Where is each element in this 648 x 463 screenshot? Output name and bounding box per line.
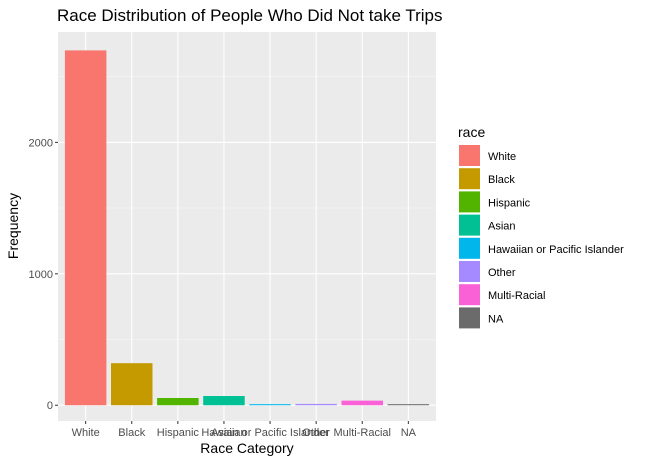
grid-minor [58, 76, 436, 340]
legend-swatch [459, 237, 480, 259]
grid-major [58, 32, 436, 421]
y-tick-label: 2000 [29, 137, 53, 149]
legend-label: Multi-Racial [488, 290, 545, 302]
y-axis-ticks: 0 1000 2000 [29, 137, 58, 412]
y-axis-title: Frequency [5, 193, 21, 259]
bar-hawaiian [203, 396, 245, 406]
x-tick-label: NA [401, 427, 417, 439]
legend-label: Other [488, 267, 516, 279]
y-tick-label: 0 [47, 400, 53, 412]
x-tick-label: Hawaiian [201, 427, 246, 439]
x-axis-title: Race Category [200, 440, 293, 456]
bar-white [64, 50, 107, 406]
legend-swatch [459, 191, 480, 213]
legend-swatch [459, 214, 480, 236]
legend-label: Hispanic [488, 197, 531, 209]
legend: race White Black Hispanic Asian Hawaiian or … [458, 124, 624, 329]
chart-title: Race Distribution of People Who Did Not … [57, 6, 443, 25]
bar-na [387, 404, 430, 406]
legend-items: White Black Hispanic Asian Hawaiian or Pacif… [459, 145, 624, 329]
legend-swatch [459, 307, 480, 329]
bar-hispanic [157, 398, 199, 406]
bar-other [295, 403, 337, 406]
x-tick-label: Asian or Pacific Islander [211, 427, 329, 439]
plot-panel [58, 32, 436, 421]
legend-label: NA [488, 313, 504, 325]
bar-multi-racial [341, 400, 383, 406]
bars [64, 50, 430, 406]
x-tick-label: Multi-Racial [334, 427, 391, 439]
x-tick-label: Hispanic [157, 427, 200, 439]
bar-black [111, 363, 153, 406]
legend-swatch [459, 284, 480, 306]
x-tick-label: Other [302, 427, 330, 439]
legend-swatch [459, 168, 480, 190]
bar-asian-or-pacific-islander [249, 404, 291, 406]
legend-title: race [458, 124, 485, 140]
x-tick-label: Black [118, 427, 145, 439]
legend-swatch [459, 261, 480, 282]
y-tick-label: 1000 [29, 269, 53, 281]
legend-label: Asian [488, 221, 516, 233]
legend-label: White [488, 151, 516, 163]
legend-label: Black [488, 174, 515, 186]
legend-swatch [459, 145, 480, 166]
legend-label: Hawaiian or Pacific Islander [488, 244, 624, 256]
x-tick-label: White [72, 427, 100, 439]
